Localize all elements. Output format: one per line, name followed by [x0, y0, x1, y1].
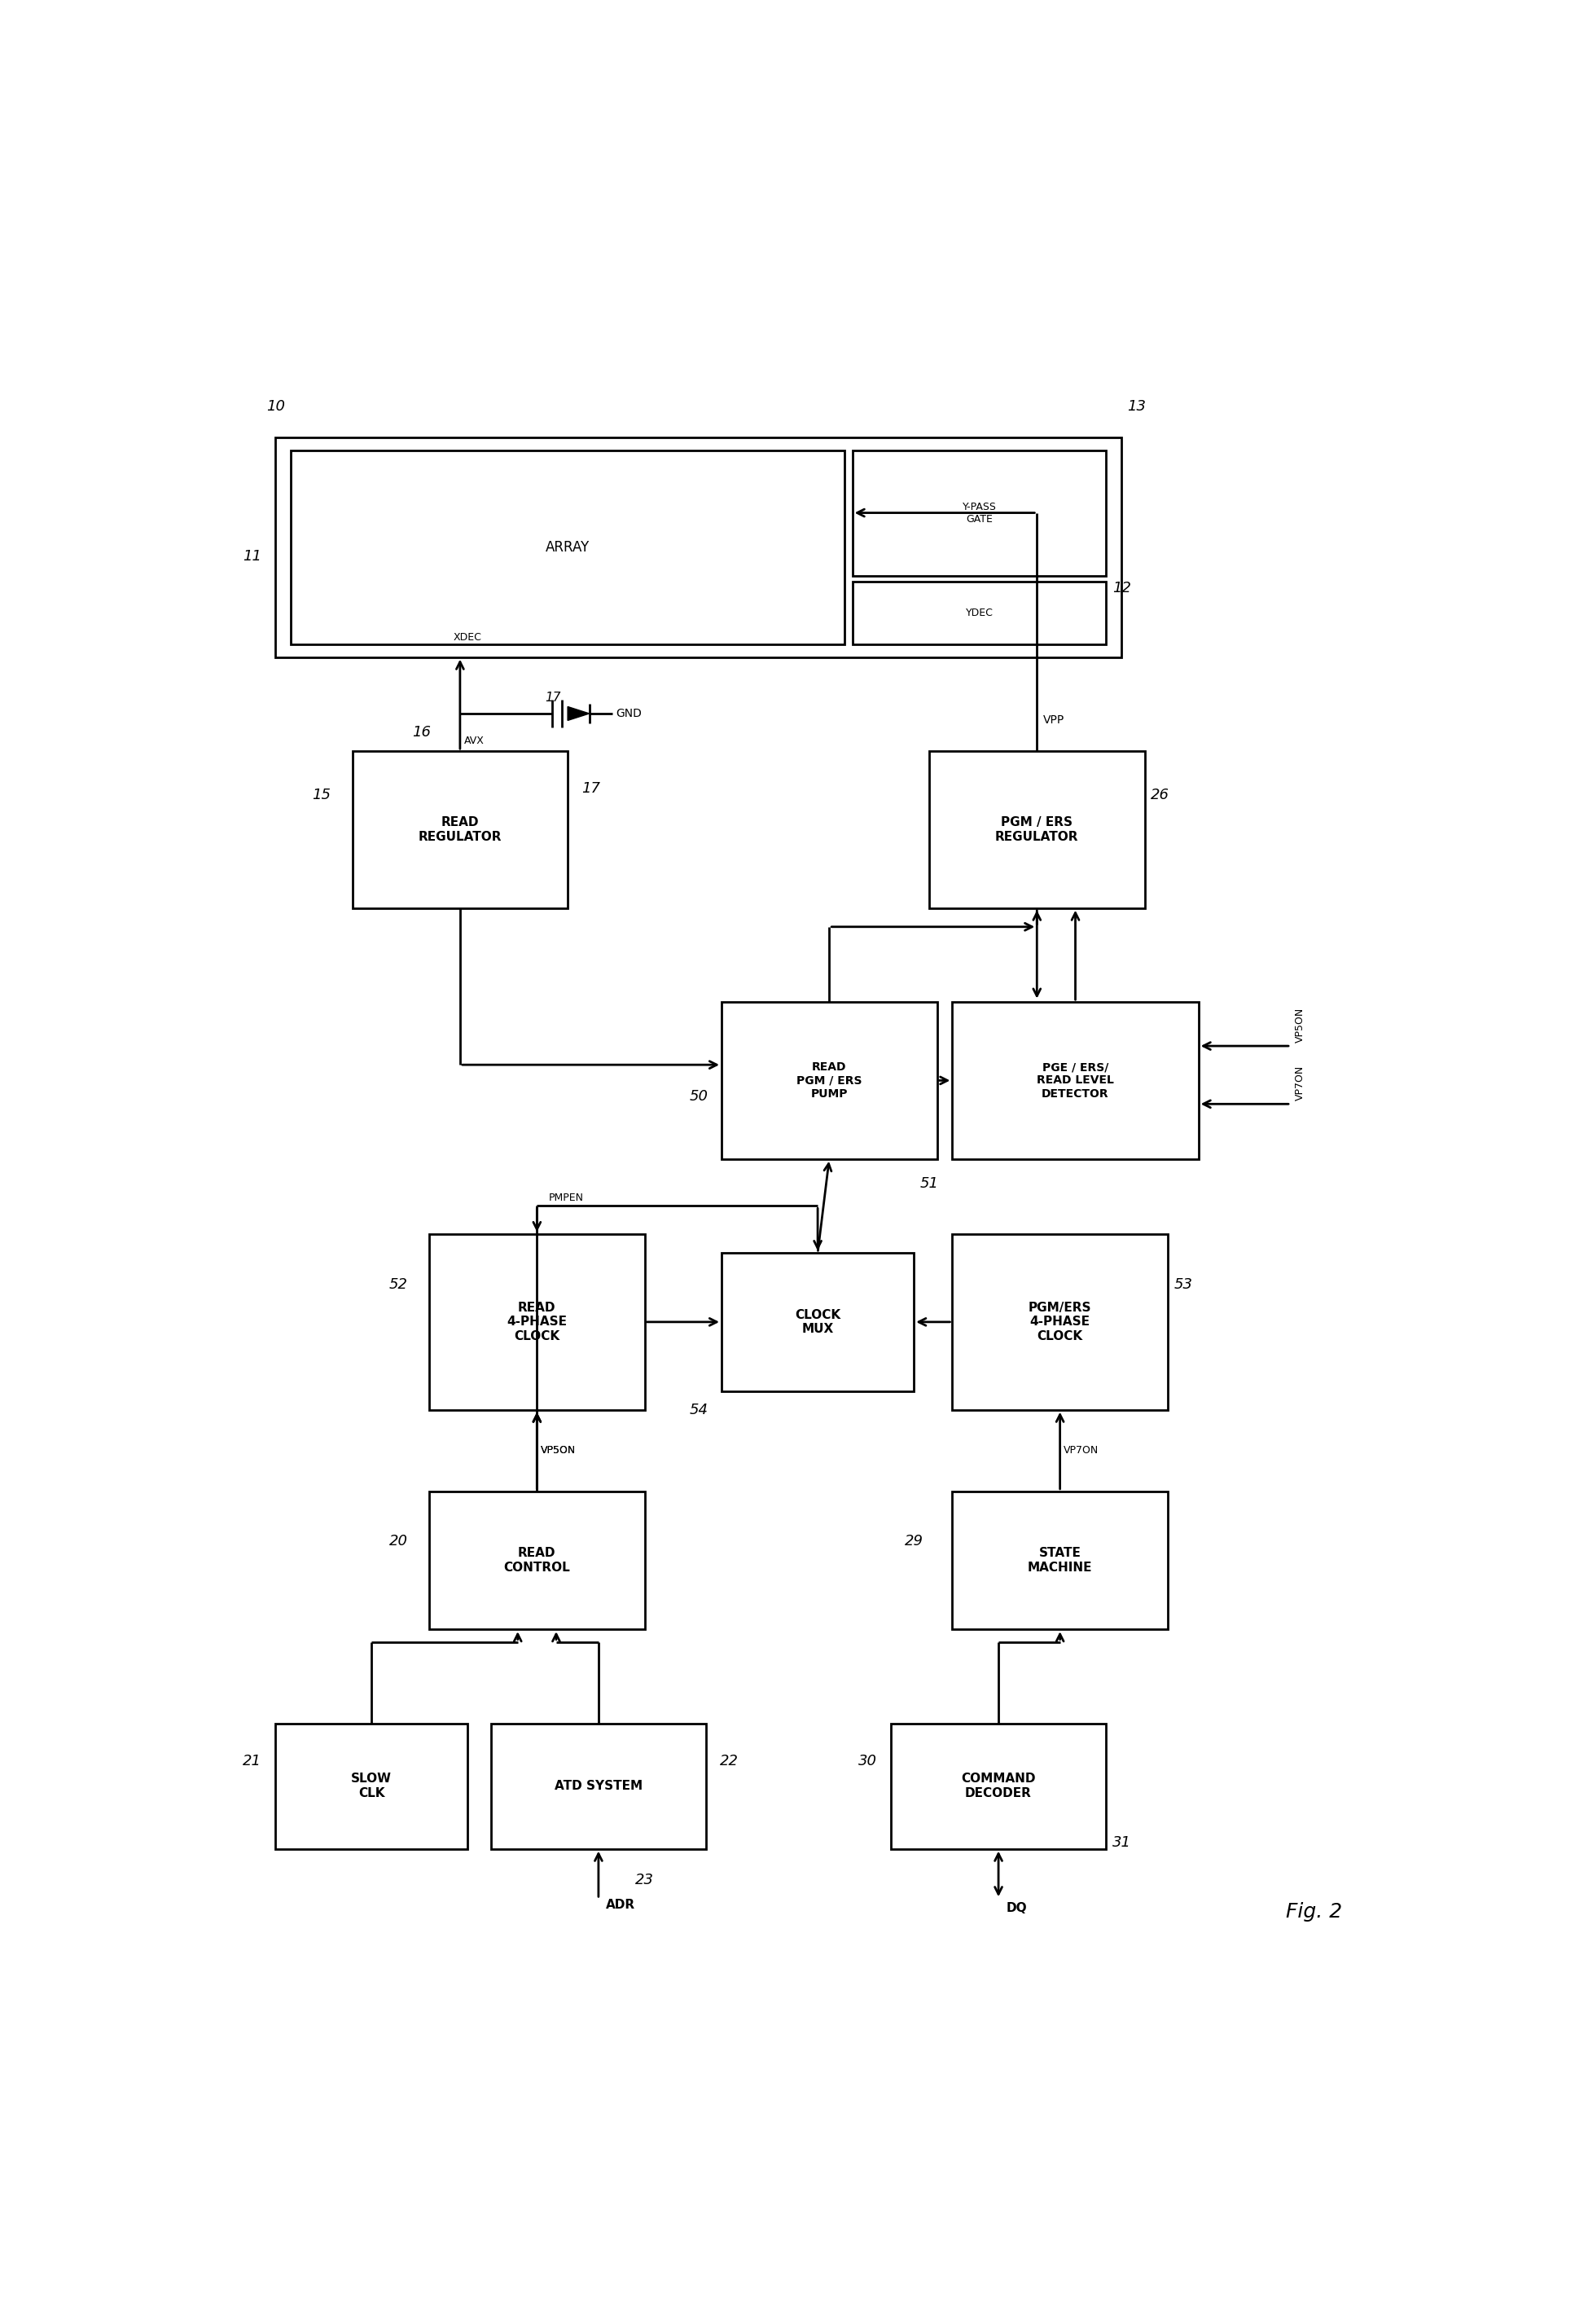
Text: 15: 15 — [313, 788, 330, 802]
Bar — [429, 1492, 645, 1629]
Text: YDEC: YDEC — [966, 609, 992, 618]
Text: 21: 21 — [243, 1755, 262, 1769]
Text: 31: 31 — [1112, 1836, 1131, 1850]
Text: XDEC: XDEC — [454, 632, 481, 641]
Text: PGE / ERS/
READ LEVEL
DETECTOR: PGE / ERS/ READ LEVEL DETECTOR — [1037, 1062, 1115, 1099]
Text: DQ: DQ — [1007, 1903, 1027, 1915]
Text: 52: 52 — [389, 1276, 408, 1292]
Text: VPP: VPP — [1043, 713, 1064, 725]
Bar — [275, 1724, 468, 1850]
Text: 26: 26 — [1151, 788, 1169, 802]
Text: 11: 11 — [243, 548, 262, 565]
Bar — [353, 751, 569, 909]
Text: ARRAY: ARRAY — [546, 539, 589, 555]
Text: COMMAND
DECODER: COMMAND DECODER — [961, 1773, 1035, 1799]
Text: 53: 53 — [1174, 1276, 1193, 1292]
Text: GND: GND — [616, 709, 642, 718]
Text: 10: 10 — [267, 400, 284, 414]
Bar — [853, 451, 1107, 576]
Text: 20: 20 — [389, 1534, 408, 1548]
Text: 13: 13 — [1127, 400, 1147, 414]
Bar — [721, 1002, 937, 1160]
Bar — [953, 1492, 1167, 1629]
Bar — [953, 1002, 1199, 1160]
Text: READ
REGULATOR: READ REGULATOR — [418, 816, 502, 844]
Text: AVX: AVX — [464, 737, 484, 746]
Bar — [891, 1724, 1107, 1850]
Text: 51: 51 — [919, 1176, 939, 1192]
Text: READ
PGM / ERS
PUMP: READ PGM / ERS PUMP — [797, 1062, 862, 1099]
Bar — [853, 581, 1107, 644]
Bar — [275, 437, 1121, 658]
Text: ATD SYSTEM: ATD SYSTEM — [554, 1780, 643, 1792]
Text: 17: 17 — [581, 781, 600, 797]
Text: Fig. 2: Fig. 2 — [1286, 1901, 1342, 1922]
Bar — [953, 1234, 1167, 1411]
Text: ADR: ADR — [607, 1899, 635, 1910]
Text: 16: 16 — [413, 725, 430, 739]
Bar — [491, 1724, 707, 1850]
Bar — [429, 1234, 645, 1411]
Text: 50: 50 — [689, 1090, 708, 1104]
Text: VP5ON: VP5ON — [542, 1446, 576, 1455]
Bar — [721, 1253, 913, 1392]
Text: PGM / ERS
REGULATOR: PGM / ERS REGULATOR — [996, 816, 1078, 844]
Text: VP7ON: VP7ON — [1294, 1067, 1305, 1102]
Bar — [929, 751, 1145, 909]
Text: 54: 54 — [689, 1401, 708, 1418]
Text: READ
4-PHASE
CLOCK: READ 4-PHASE CLOCK — [507, 1301, 567, 1343]
Text: Y-PASS
GATE: Y-PASS GATE — [962, 502, 996, 525]
Bar — [291, 451, 845, 644]
Text: 30: 30 — [859, 1755, 877, 1769]
Text: 23: 23 — [635, 1873, 654, 1887]
Text: 12: 12 — [1112, 581, 1131, 595]
Text: PGM/ERS
4-PHASE
CLOCK: PGM/ERS 4-PHASE CLOCK — [1029, 1301, 1091, 1343]
Text: 17: 17 — [545, 693, 561, 704]
Text: SLOW
CLK: SLOW CLK — [351, 1773, 392, 1799]
Text: 22: 22 — [719, 1755, 738, 1769]
Text: VP5ON: VP5ON — [1294, 1009, 1305, 1043]
Text: STATE
MACHINE: STATE MACHINE — [1027, 1548, 1093, 1573]
Polygon shape — [569, 706, 589, 720]
Text: 29: 29 — [905, 1534, 923, 1548]
Text: READ
CONTROL: READ CONTROL — [503, 1548, 570, 1573]
Text: PMPEN: PMPEN — [548, 1192, 583, 1204]
Text: CLOCK
MUX: CLOCK MUX — [796, 1308, 840, 1336]
Text: VP7ON: VP7ON — [1064, 1446, 1099, 1455]
Text: VP5ON: VP5ON — [542, 1446, 576, 1455]
